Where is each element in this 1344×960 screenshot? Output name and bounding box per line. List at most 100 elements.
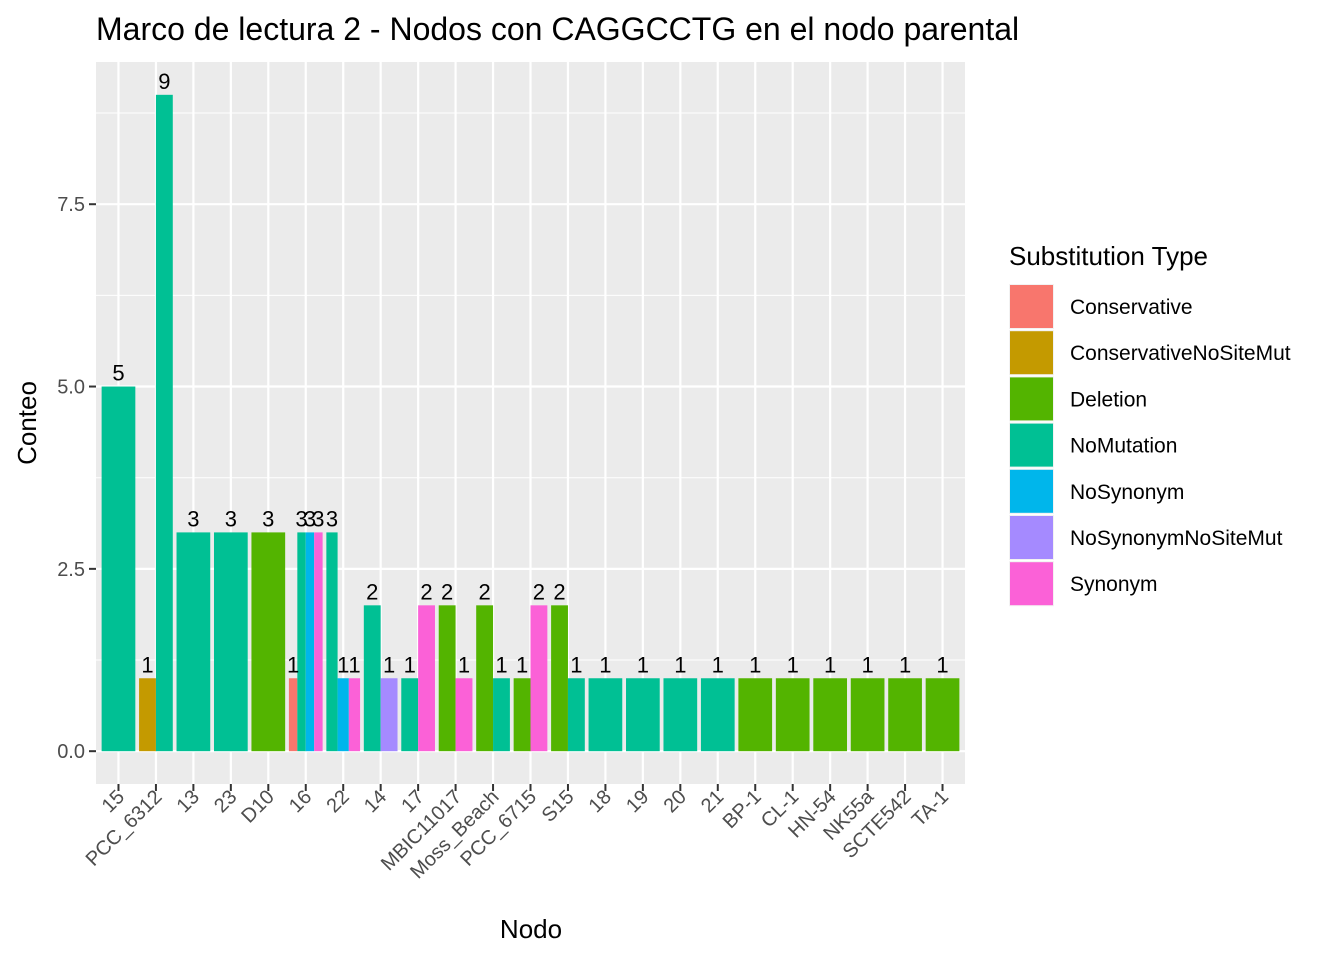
- bar-value-label: 2: [441, 579, 453, 604]
- legend-label: Synonym: [1070, 573, 1158, 596]
- legend-label: NoSynonymNoSiteMut: [1070, 527, 1283, 550]
- legend-label: NoSynonym: [1070, 481, 1184, 504]
- bar-16-Synonym: [314, 532, 323, 752]
- bar-22-NoSynonym: [337, 678, 349, 752]
- bars: [101, 94, 960, 752]
- bar-value-label: 1: [287, 652, 299, 677]
- x-tick-label: 19: [622, 786, 653, 817]
- x-tick-label: 18: [585, 786, 616, 817]
- y-tick-label: 2.5: [57, 559, 85, 581]
- bar-MBIC11017-Deletion: [438, 605, 456, 752]
- bar-19-NoMutation: [626, 678, 660, 752]
- bar-17-Synonym: [418, 605, 435, 752]
- bar-14-NoSynonymNoSiteMut: [380, 678, 398, 752]
- x-tick-label: D10: [237, 786, 279, 828]
- y-axis-title: Conteo: [12, 381, 42, 465]
- bar-13-NoMutation: [176, 532, 211, 752]
- legend-swatch-Conservative: [1010, 285, 1053, 328]
- bar-value-label: 1: [936, 652, 948, 677]
- bar-20-NoMutation: [663, 678, 698, 752]
- bar-value-label: 2: [553, 579, 565, 604]
- bar-PCC_6312-NoMutation: [155, 94, 173, 752]
- bar-16-NoSynonym: [305, 532, 315, 752]
- y-tick-label: 7.5: [57, 194, 85, 216]
- x-tick-label: 14: [360, 786, 391, 817]
- bar-CL-1-Deletion: [775, 678, 810, 752]
- x-axis-title: Nodo: [500, 914, 562, 944]
- x-tick-label: S15: [538, 786, 579, 827]
- bar-value-label: 2: [420, 579, 432, 604]
- bar-18-NoMutation: [588, 678, 623, 752]
- bar-SCTE542-Deletion: [888, 678, 922, 752]
- x-tick-label: 22: [322, 786, 353, 817]
- bar-TA-1-Deletion: [925, 678, 960, 752]
- x-tick-label: 20: [660, 786, 691, 817]
- bar-16-NoMutation: [297, 532, 306, 752]
- bar-value-label: 2: [478, 579, 490, 604]
- bar-S15-Deletion: [551, 605, 568, 752]
- bar-value-label: 1: [749, 652, 761, 677]
- bar-17-NoMutation: [401, 678, 419, 752]
- bar-value-label: 3: [262, 506, 274, 531]
- x-tick-label: 16: [285, 786, 316, 817]
- bar-value-label: 9: [158, 69, 170, 94]
- bar-value-label: 3: [304, 506, 316, 531]
- bar-value-label: 2: [533, 579, 545, 604]
- x-tick-label: TA-1: [908, 786, 953, 831]
- bar-PCC_6715-Synonym: [530, 605, 548, 752]
- bar-PCC_6715-Deletion: [513, 678, 531, 752]
- legend-label: NoMutation: [1070, 435, 1177, 458]
- bar-value-label: 3: [225, 506, 237, 531]
- legend-label: Conservative: [1070, 296, 1193, 319]
- bar-value-label: 3: [312, 506, 324, 531]
- bar-value-label: 1: [495, 652, 507, 677]
- bar-21-NoMutation: [700, 678, 735, 752]
- bar-value-label: 1: [824, 652, 836, 677]
- bar-value-label: 1: [383, 652, 395, 677]
- y-tick-label: 0.0: [57, 741, 85, 763]
- bar-value-label: 1: [861, 652, 873, 677]
- legend-label: Deletion: [1070, 388, 1147, 411]
- bar-NK55a-Deletion: [850, 678, 885, 752]
- legend-swatch-NoMutation: [1010, 423, 1053, 467]
- bar-value-label: 3: [326, 506, 338, 531]
- y-axis: 0.0 2.5 5.0 7.5: [57, 194, 96, 763]
- bar-value-label: 1: [404, 652, 416, 677]
- bar-value-label: 1: [674, 652, 686, 677]
- bar-23-NoMutation: [213, 532, 248, 752]
- bar-22-Synonym: [348, 678, 361, 752]
- chart-title: Marco de lectura 2 - Nodos con CAGGCCTG …: [96, 11, 1019, 47]
- bar-value-label: 3: [295, 506, 307, 531]
- legend-swatch-NoSynonymNoSiteMut: [1010, 516, 1053, 559]
- bar-14-NoMutation: [363, 605, 381, 752]
- bar-PCC_6312-ConservativeNoSiteMut: [139, 678, 156, 752]
- legend: Substitution Type Conservative Conservativ…: [1009, 241, 1291, 607]
- bar-value-label: 1: [458, 652, 470, 677]
- bar-15-NoMutation: [101, 386, 136, 752]
- bar-value-label: 3: [187, 506, 199, 531]
- bar-16-Conservative: [288, 678, 298, 752]
- bar-value-label: 1: [599, 652, 611, 677]
- legend-swatch-ConservativeNoSiteMut: [1010, 331, 1053, 375]
- legend-swatch-Deletion: [1010, 377, 1053, 421]
- legend-swatch-Synonym: [1010, 562, 1053, 606]
- bar-D10-Deletion: [251, 532, 286, 752]
- bar-value-label: 1: [337, 652, 349, 677]
- bar-HN-54-Deletion: [813, 678, 848, 752]
- x-tick-label: 13: [173, 786, 204, 817]
- bar-MBIC11017-Synonym: [455, 678, 473, 752]
- bar-22-NoMutation: [326, 532, 338, 752]
- x-tick-label: BP-1: [719, 786, 766, 833]
- bar-Moss_Beach-Deletion: [476, 605, 494, 752]
- legend-swatch-NoSynonym: [1010, 469, 1053, 513]
- bar-value-label: 2: [366, 579, 378, 604]
- bar-value-label: 1: [899, 652, 911, 677]
- y-tick-label: 5.0: [57, 377, 85, 399]
- bar-Moss_Beach-NoMutation: [493, 678, 510, 752]
- legend-label: ConservativeNoSiteMut: [1070, 342, 1291, 365]
- bar-value-label: 1: [570, 652, 582, 677]
- bar-value-label: 1: [141, 652, 153, 677]
